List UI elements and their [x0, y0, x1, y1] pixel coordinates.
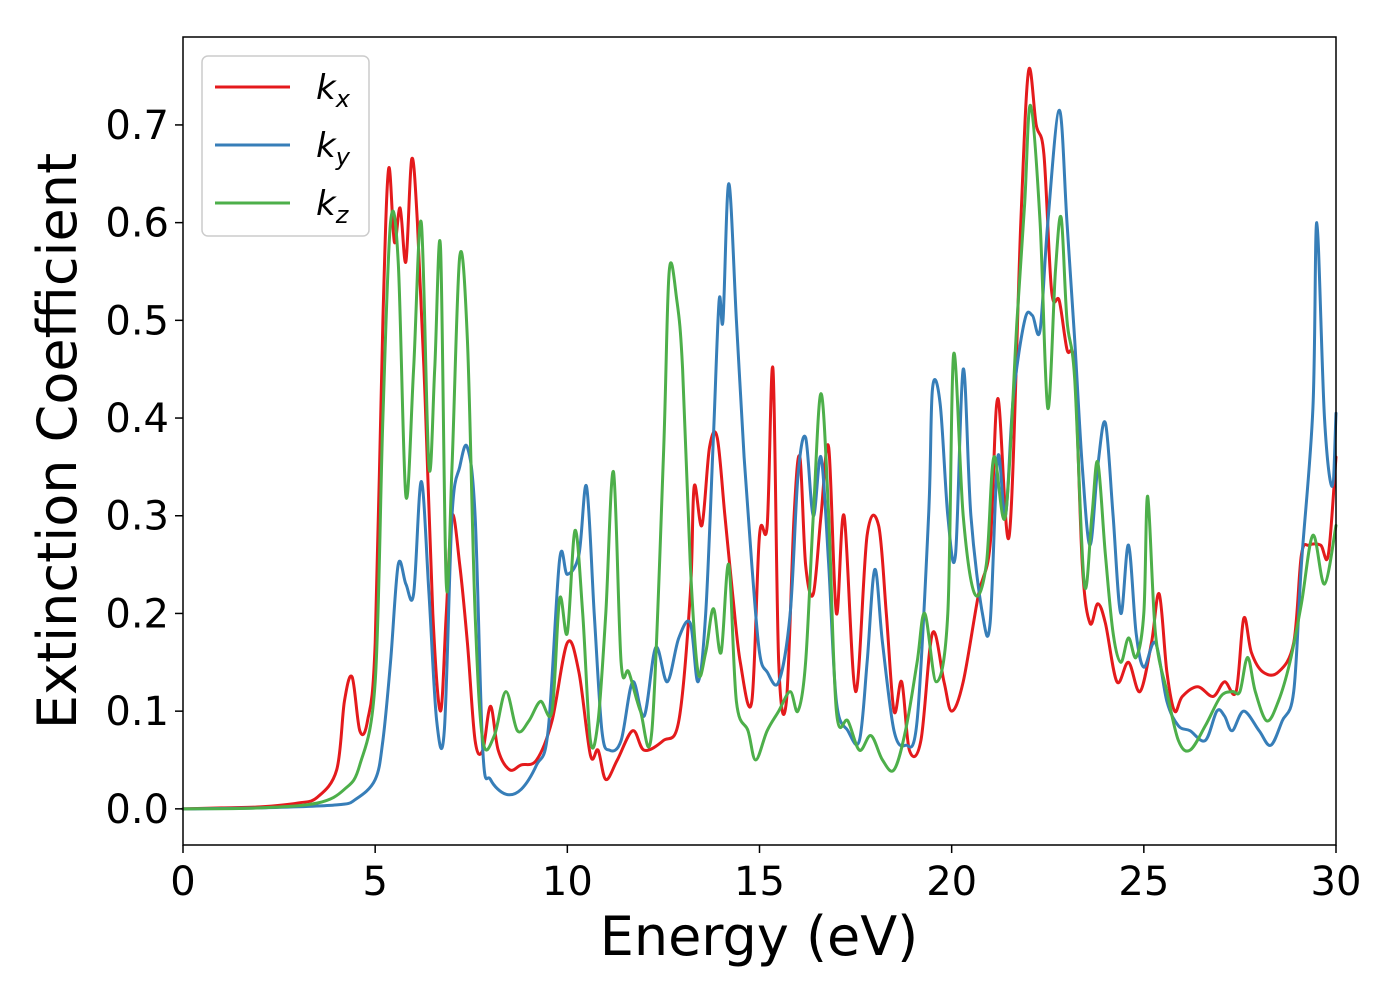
y-axis: 0.0 0.1 0.2 0.3 0.4 0.5 0.6 0.7 [105, 103, 183, 833]
y-tick-label: 0.4 [105, 396, 169, 442]
x-tick-label: 15 [734, 859, 785, 905]
y-tick-label: 0.6 [105, 201, 169, 247]
x-axis: 0 5 10 15 20 25 30 [170, 845, 1361, 905]
y-tick-label: 0.5 [105, 298, 169, 344]
y-tick-label: 0.7 [105, 103, 169, 149]
legend-label-ky: ky [316, 126, 351, 171]
y-tick-label: 0.0 [105, 787, 169, 833]
y-axis-title: Extinction Coefficient [26, 153, 89, 729]
series-line-kz [181, 103, 1338, 811]
legend-label-kz: kz [316, 184, 350, 229]
y-tick-label: 0.1 [105, 689, 169, 735]
x-tick-label: 25 [1118, 859, 1169, 905]
x-tick-label: 30 [1311, 859, 1362, 905]
x-tick-label: 0 [170, 859, 195, 905]
y-tick-label: 0.3 [105, 494, 169, 540]
x-axis-title: Energy (eV) [600, 905, 919, 968]
legend: kx ky kz [201, 55, 370, 237]
series-layer [181, 66, 1338, 811]
x-tick-label: 10 [542, 859, 593, 905]
y-tick-label: 0.2 [105, 591, 169, 637]
x-tick-label: 20 [926, 859, 977, 905]
legend-label-kx: kx [316, 68, 351, 113]
x-tick-label: 5 [362, 859, 387, 905]
